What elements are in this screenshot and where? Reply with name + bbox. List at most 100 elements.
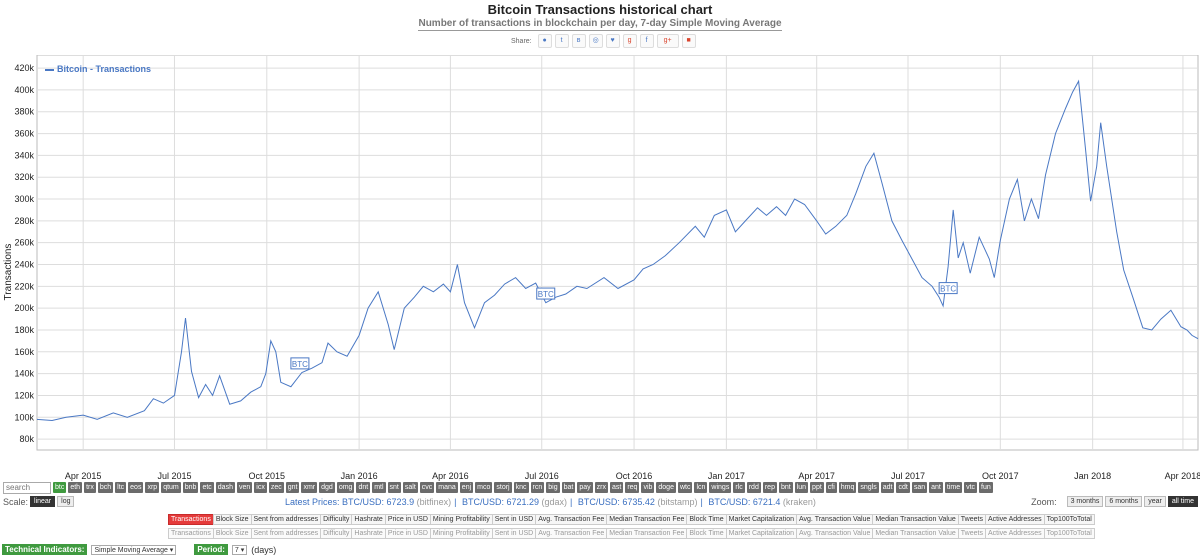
metric-tab[interactable]: Market Capitalization [725,528,797,539]
metric-tab[interactable]: Hashrate [351,514,386,525]
facebook-icon[interactable]: f [639,34,654,48]
transactions-chart[interactable]: 80k 100k 120k 140k 160k 180k 200k 220k 240k 260k 2… [0,55,1200,485]
annotation-flag[interactable] [290,357,310,370]
metric-tab[interactable]: Median Transaction Value [872,528,959,539]
like-icon[interactable]: ♥ [605,34,620,48]
coin-button-zrx[interactable]: zrx [594,482,608,493]
metric-tab[interactable]: Price in USD [384,528,431,539]
coin-button-eth[interactable]: eth [68,482,83,493]
blogger-icon[interactable]: ■ [681,34,696,48]
metric-tab[interactable]: Median Transaction Value [872,514,959,525]
coin-button-zec[interactable]: zec [268,482,284,493]
metric-tab[interactable]: Tweets [957,528,986,539]
coin-button-ltc[interactable]: ltc [115,482,127,493]
coin-button-req[interactable]: req [625,482,640,493]
coin-button-vtc[interactable]: vtc [964,482,978,493]
coin-button-dgd[interactable]: dgd [319,482,335,493]
coin-button-gnt[interactable]: gnt [285,482,300,493]
metric-tab[interactable]: Sent from addresses [250,514,322,525]
annotation-flag[interactable] [938,282,958,295]
coin-button-big[interactable]: big [546,482,560,493]
zoom-all-time-button[interactable]: all time [1167,496,1198,507]
metric-tab[interactable]: Avg. Transaction Value [796,514,874,525]
coin-button-knc[interactable]: knc [513,482,529,493]
coin-button-mana[interactable]: mana [436,482,458,493]
coin-button-cfi[interactable]: cfi [825,482,837,493]
metric-tab[interactable]: Top100ToTotal [1043,514,1095,525]
coin-button-time[interactable]: time [944,482,963,493]
metric-tab[interactable]: Avg. Transaction Fee [535,514,608,525]
indicator-select[interactable]: Simple Moving Average ▾ [91,544,177,555]
scale-linear-button[interactable]: linear [30,496,56,507]
coin-button-lun[interactable]: lun [794,482,809,493]
metric-tab[interactable]: Active Addresses [984,528,1045,539]
metric-tab[interactable]: Block Time [686,514,727,525]
coin-button-dnt[interactable]: dnt [356,482,371,493]
metric-tab[interactable]: Market Capitalization [725,514,797,525]
coin-button-bch[interactable]: bch [97,482,114,493]
vk-icon[interactable]: в [571,34,586,48]
coin-button-ast[interactable]: ast [609,482,624,493]
metric-tab[interactable]: Sent in USD [491,514,537,525]
coin-button-vib[interactable]: vib [641,482,655,493]
coin-button-mco[interactable]: mco [475,482,493,493]
metric-tab[interactable]: Avg. Transaction Value [796,528,874,539]
coin-button-snt[interactable]: snt [387,482,401,493]
coin-button-bnt[interactable]: bnt [778,482,793,493]
annotation-flag[interactable] [536,287,556,300]
coin-button-bnb[interactable]: bnb [182,482,199,493]
metric-tab[interactable]: Block Time [686,528,727,539]
coin-button-mtl[interactable]: mtl [372,482,386,493]
weibo-icon[interactable]: ◎ [588,34,603,48]
twitter-icon[interactable]: t [554,34,569,48]
coin-button-dash[interactable]: dash [215,482,235,493]
coin-button-rep[interactable]: rep [762,482,777,493]
coin-button-btc[interactable]: btc [53,482,67,493]
coin-button-wings[interactable]: wings [709,482,732,493]
coin-button-qtum[interactable]: qtum [161,482,181,493]
metric-tab[interactable]: Median Transaction Fee [606,528,688,539]
metric-tab[interactable]: Top100ToTotal [1043,528,1095,539]
metric-tab[interactable]: Mining Profitability [429,528,493,539]
coin-button-storj[interactable]: storj [494,482,512,493]
coin-button-cdt[interactable]: cdt [896,482,910,493]
metric-tab[interactable]: Transactions [168,528,214,539]
metric-tab[interactable]: Sent from addresses [250,528,322,539]
zoom-6-months-button[interactable]: 6 months [1105,496,1143,507]
coin-button-etc[interactable]: etc [200,482,214,493]
price-kraken[interactable]: BTC/USD: 6721.4 [708,497,781,507]
coin-button-rdd[interactable]: rdd [746,482,761,493]
coin-button-doge[interactable]: doge [656,482,676,493]
coin-button-rcn[interactable]: rcn [530,482,545,493]
chart-legend[interactable]: Bitcoin - Transactions [45,64,151,74]
coin-button-pay[interactable]: pay [577,482,593,493]
coin-button-sngls[interactable]: sngls [858,482,879,493]
coin-button-cvc[interactable]: cvc [419,482,435,493]
metric-tab[interactable]: Hashrate [351,528,386,539]
coin-button-adt[interactable]: adt [880,482,895,493]
coin-button-eos[interactable]: eos [128,482,144,493]
coin-button-bat[interactable]: bat [561,482,576,493]
price-bitfinex[interactable]: BTC/USD: 6723.9 [342,497,415,507]
coin-button-ant[interactable]: ant [929,482,943,493]
metric-tab[interactable]: Block Size [212,514,252,525]
zoom-3-months-button[interactable]: 3 months [1066,496,1104,507]
metric-tab[interactable]: Median Transaction Fee [606,514,688,525]
coin-button-icx[interactable]: icx [254,482,267,493]
metric-tab[interactable]: Sent in USD [491,528,537,539]
coin-button-san[interactable]: san [911,482,928,493]
google-plus-one-icon[interactable]: g+ [656,34,679,48]
zoom-year-button[interactable]: year [1144,496,1166,507]
google-plus-icon[interactable]: g [622,34,637,48]
coin-button-ven[interactable]: ven [236,482,253,493]
period-select[interactable]: 7 ▾ [231,544,248,555]
metric-tab[interactable]: Block Size [212,528,252,539]
coin-button-ppt[interactable]: ppt [810,482,824,493]
coin-button-fun[interactable]: fun [979,482,993,493]
metric-tab[interactable]: Price in USD [384,514,431,525]
metric-tab[interactable]: Tweets [957,514,986,525]
coin-button-trx[interactable]: trx [84,482,96,493]
metric-tab[interactable]: Difficulty [320,528,353,539]
price-bitstamp[interactable]: BTC/USD: 6735.42 [577,497,655,507]
price-gdax[interactable]: BTC/USD: 6721.29 [461,497,540,507]
